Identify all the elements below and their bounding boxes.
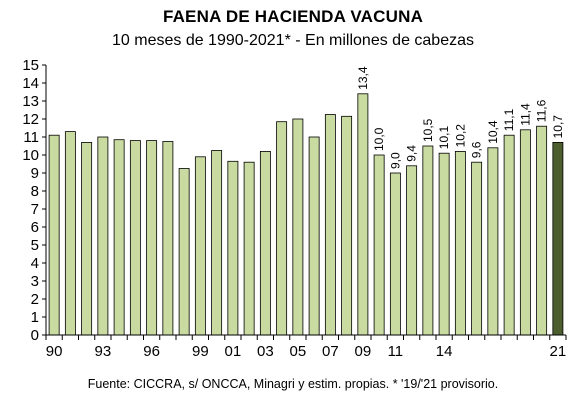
bar-2009: [357, 93, 369, 336]
chart-source-note: Fuente: CICCRA, s/ ONCCA, Minagri y esti…: [87, 377, 499, 391]
x-tick-label-2007: 07: [322, 343, 339, 360]
y-tick-label: 2: [31, 291, 39, 308]
bar-2012: [406, 165, 418, 336]
data-label-2011: 9,0: [388, 152, 402, 169]
bar-1998: [178, 168, 190, 336]
y-tick-label: 15: [22, 57, 39, 74]
bar-1993: [97, 136, 109, 336]
chart-subtitle: 10 meses de 1990-2021* - En millones de …: [112, 32, 474, 49]
bar-1996: [146, 140, 158, 336]
bar-1994: [113, 139, 125, 336]
bar-2008: [341, 115, 353, 336]
y-tick-label: 5: [31, 237, 39, 254]
bar-2006: [308, 136, 320, 336]
bar-1991: [64, 131, 76, 336]
data-label-2015: 10,2: [453, 124, 467, 148]
y-tick-label: 12: [22, 111, 39, 128]
bar-2019: [519, 129, 531, 336]
x-tick-label-2009: 09: [355, 343, 372, 360]
bar-2018: [503, 134, 515, 336]
bar-2020: [536, 125, 548, 336]
x-tick-label-2011: 11: [388, 343, 404, 360]
bar-1999: [194, 156, 206, 336]
bar-2004: [276, 121, 288, 336]
x-tick-label-1996: 96: [143, 343, 160, 360]
bar-2014: [438, 152, 450, 336]
bar-2002: [243, 161, 255, 336]
y-tick-label: 10: [22, 147, 39, 164]
data-label-2010: 10,0: [372, 127, 386, 151]
y-tick-label: 3: [31, 273, 39, 290]
y-tick-label: 13: [22, 93, 39, 110]
bar-2003: [259, 150, 271, 336]
y-tick-label: 0: [31, 327, 39, 344]
x-tick-label-1999: 99: [192, 343, 209, 360]
y-tick-label: 7: [31, 201, 39, 218]
bar-2021: [552, 141, 564, 336]
bar-2016: [471, 161, 483, 336]
bar-2007: [324, 114, 336, 336]
bar-2010: [373, 154, 385, 336]
bar-2005: [292, 118, 304, 336]
y-tick-label: 11: [23, 129, 39, 146]
y-tick-label: 8: [31, 183, 39, 200]
data-label-2013: 10,5: [421, 118, 435, 142]
data-label-2018: 11,1: [502, 108, 516, 131]
bar-1992: [81, 141, 93, 336]
bar-1990: [48, 134, 60, 336]
x-tick-label-2014: 14: [436, 343, 453, 360]
data-label-2012: 9,4: [405, 145, 419, 162]
y-tick-label: 1: [31, 309, 39, 326]
data-label-2017: 10,4: [486, 120, 500, 144]
y-tick-label: 9: [31, 165, 39, 182]
data-label-2009: 13,4: [356, 66, 370, 90]
x-tick-label-2001: 01: [225, 343, 242, 360]
data-label-2020: 11,6: [535, 99, 549, 122]
x-tick-label-2003: 03: [257, 343, 274, 360]
x-tick-label-2021: 21: [550, 343, 567, 360]
data-label-2016: 9,6: [470, 141, 484, 158]
data-label-2021: 10,7: [551, 115, 565, 139]
bar-2013: [422, 145, 434, 336]
bar-2011: [389, 172, 401, 336]
bar-2017: [487, 147, 499, 336]
bar-1997: [162, 141, 174, 336]
bar-2001: [227, 160, 239, 336]
x-tick-label-2005: 05: [290, 343, 307, 360]
y-tick-label: 14: [22, 75, 39, 92]
chart-title: FAENA DE HACIENDA VACUNA: [162, 7, 424, 26]
bar-2000: [211, 150, 223, 336]
bar-2015: [454, 150, 466, 336]
x-tick-label-1990: 90: [46, 343, 63, 360]
data-label-2019: 11,4: [518, 103, 532, 126]
data-label-2014: 10,1: [437, 126, 451, 150]
bar-1995: [129, 140, 141, 336]
y-tick-label: 6: [31, 219, 39, 236]
x-tick-label-1993: 93: [95, 343, 112, 360]
y-tick-label: 4: [31, 255, 39, 272]
